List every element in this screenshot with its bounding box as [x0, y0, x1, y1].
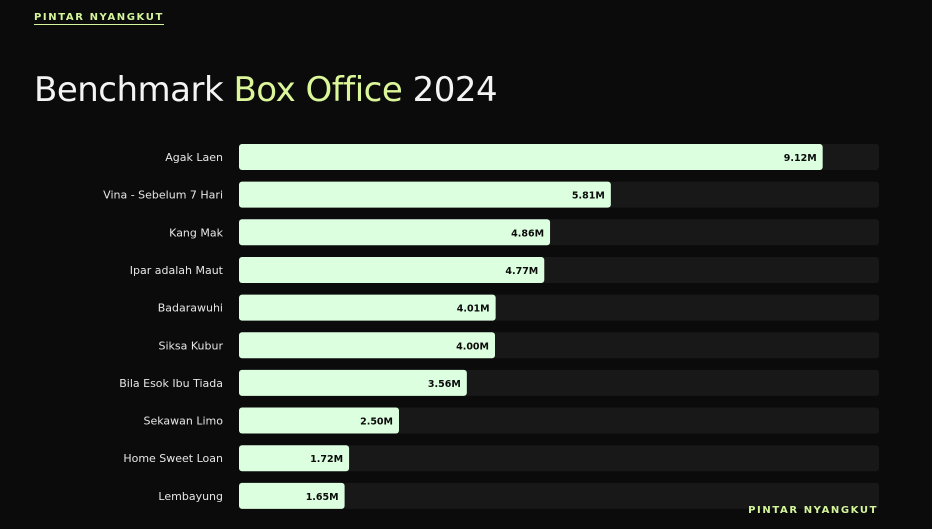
brand-bottom: PINTAR NYANGKUT: [748, 505, 878, 516]
title-part1: Benchmark: [34, 70, 224, 110]
bar: [239, 445, 350, 472]
category-label: Agak Laen: [165, 151, 223, 164]
data-label: 4.86M: [511, 228, 544, 239]
data-label: 1.65M: [306, 492, 339, 503]
data-label: 4.01M: [457, 304, 490, 315]
bar: [239, 256, 545, 283]
bar: [239, 407, 399, 434]
bar: [239, 181, 611, 208]
data-label: 5.81M: [572, 191, 605, 202]
data-label: 4.77M: [505, 266, 538, 277]
bar: [239, 144, 823, 170]
category-label: Lembayung: [158, 490, 223, 503]
category-label: Kang Mak: [169, 226, 223, 239]
category-label: Siksa Kubur: [159, 339, 224, 352]
category-label: Ipar adalah Maut: [130, 264, 224, 277]
bar: [239, 332, 495, 359]
bar: [239, 219, 551, 246]
bar-track: [239, 445, 879, 472]
data-label: 3.56M: [428, 379, 461, 390]
title-highlight: Box Office: [233, 70, 403, 110]
bar: [239, 369, 467, 396]
title-part2: 2024: [412, 70, 498, 110]
category-label: Bila Esok Ibu Tiada: [119, 377, 223, 390]
data-label: 2.50M: [360, 417, 393, 428]
category-label: Home Sweet Loan: [123, 452, 223, 465]
category-label: Vina - Sebelum 7 Hari: [103, 189, 223, 202]
data-label: 9.12M: [784, 153, 817, 164]
bar: [239, 482, 345, 509]
category-label: Badarawuhi: [158, 302, 223, 315]
bar-track: [239, 482, 879, 509]
data-label: 4.00M: [456, 341, 489, 352]
bar: [239, 294, 496, 321]
data-label: 1.72M: [310, 454, 343, 465]
category-label: Sekawan Limo: [143, 415, 223, 428]
brand-top: PINTAR NYANGKUT: [34, 12, 164, 25]
page-title: Benchmark Box Office 2024: [34, 70, 498, 110]
